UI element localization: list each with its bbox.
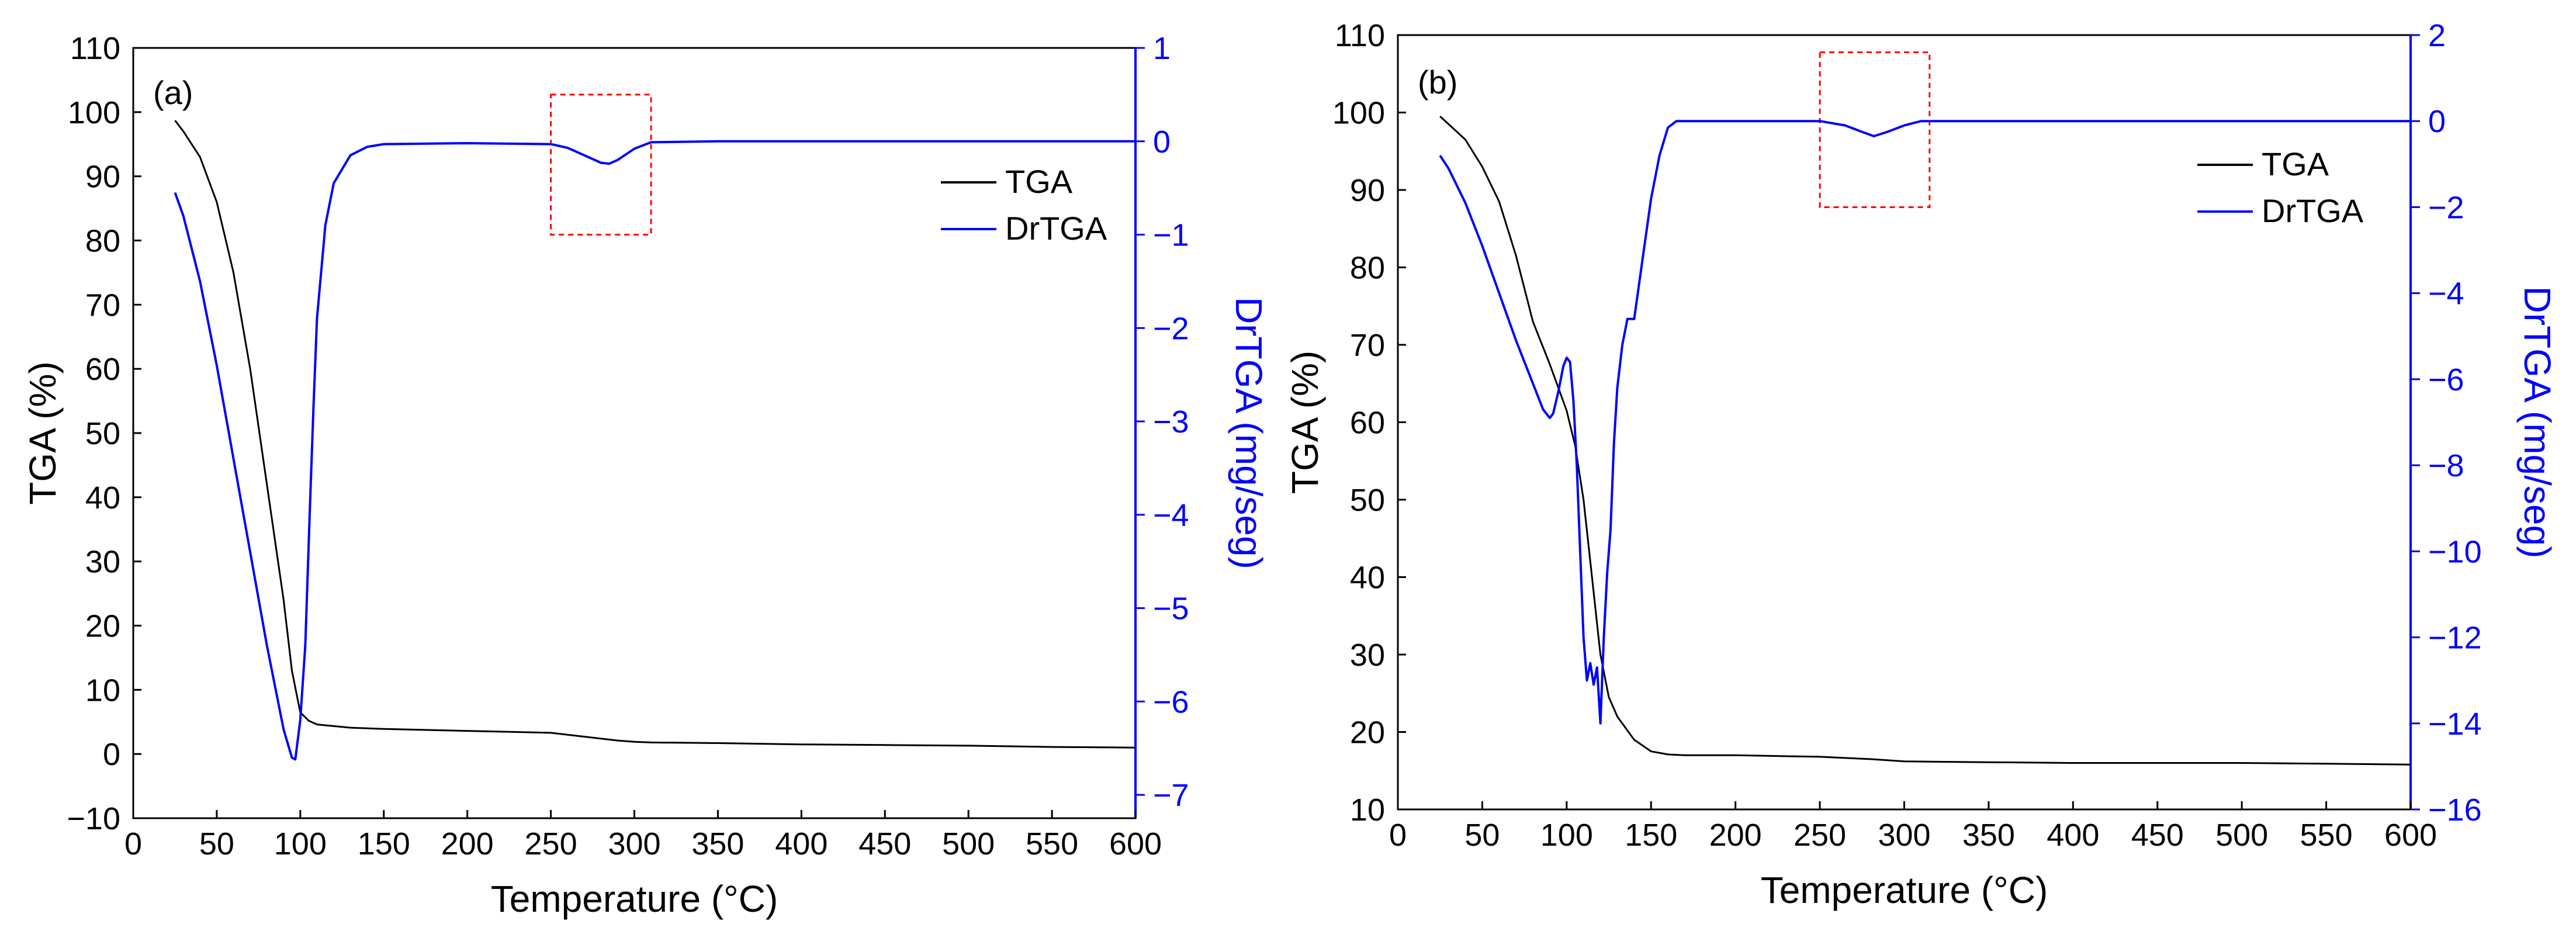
tga-series-line [174, 120, 1136, 749]
x-tick-label: 450 [858, 826, 911, 861]
y-tick-label: 30 [1350, 638, 1385, 673]
y2-tick-label: −6 [2428, 362, 2464, 397]
y2-tick-label: −12 [2428, 621, 2482, 656]
panel-a: 0 50 100 150 200 250 300 350 400 450 500 550 600−100… [22, 31, 1270, 920]
y-tick-label: 70 [85, 288, 120, 323]
y-tick-label: 110 [1335, 18, 1385, 53]
y2-tick-label: −5 [1153, 591, 1189, 627]
y2-tick-label: −10 [2428, 534, 2482, 569]
x-tick-label: 600 [2384, 818, 2437, 853]
y2-tick-label: 2 [2428, 18, 2446, 53]
y2-tick-label: −2 [1153, 311, 1189, 346]
legend-label-tga: TGA [2262, 146, 2329, 182]
x-tick-label: 450 [2131, 818, 2184, 853]
x-tick-label: 0 [1389, 818, 1407, 853]
y-axis-label: TGA (%) [1284, 351, 1326, 494]
x-tick-label: 100 [1540, 818, 1593, 853]
y2-axis-label: DrTGA (mg/seg) [2516, 286, 2558, 559]
y2-tick-label: −8 [2428, 448, 2464, 483]
y-tick-label: 70 [1350, 328, 1385, 363]
y2-tick-label: −1 [1153, 218, 1189, 253]
y2-tick-label: 0 [1153, 124, 1171, 160]
legend-label-drtga: DrTGA [2262, 192, 2364, 229]
y-tick-label: 30 [85, 545, 120, 580]
highlight-box [1819, 51, 1931, 208]
x-tick-label: 200 [441, 826, 494, 861]
x-tick-label: 350 [691, 826, 744, 861]
panel-label: (a) [153, 74, 193, 111]
y-tick-label: 110 [70, 31, 120, 66]
y-tick-label: 60 [85, 352, 120, 387]
y-tick-label: 100 [68, 95, 120, 130]
y-tick-label: 10 [1350, 792, 1385, 828]
y-tick-label: 10 [85, 673, 120, 708]
y-tick-label: −10 [67, 801, 120, 836]
y-tick-label: 50 [85, 416, 120, 451]
drtga-series-line [174, 140, 1135, 761]
y-tick-label: 0 [103, 737, 120, 772]
y-tick-label: 80 [1350, 251, 1385, 286]
y2-tick-label: −7 [1153, 778, 1189, 813]
y2-tick-label: −16 [2428, 792, 2482, 828]
x-tick-label: 150 [1625, 818, 1677, 853]
tga-series-line [1439, 115, 2411, 766]
y-tick-label: 20 [1350, 715, 1385, 750]
y-tick-label: 100 [1332, 96, 1385, 131]
x-tick-label: 150 [358, 826, 410, 861]
legend-label-drtga: DrTGA [1005, 210, 1107, 247]
y-tick-label: 60 [1350, 406, 1385, 441]
y2-tick-label: −4 [1153, 498, 1189, 533]
panel-label: (b) [1418, 64, 1457, 101]
highlight-box [550, 94, 652, 236]
x-tick-label: 400 [775, 826, 827, 861]
x-tick-label: 50 [199, 826, 234, 861]
legend-label-tga: TGA [1005, 163, 1073, 200]
y-tick-label: 90 [1350, 173, 1385, 208]
drtga-series-line [1439, 120, 2411, 725]
x-tick-label: 250 [525, 826, 577, 861]
y2-tick-label: −2 [2428, 190, 2464, 225]
y-tick-label: 90 [85, 160, 120, 195]
y-tick-label: 40 [1350, 560, 1385, 596]
y-tick-label: 80 [85, 224, 120, 259]
x-tick-label: 550 [1026, 826, 1078, 861]
y2-tick-label: 0 [2428, 104, 2446, 139]
plot-frame [132, 47, 1137, 819]
panel-b: 0 50 100 150 200 250 300 350 400 450 500 550 6001020… [1284, 18, 2558, 911]
x-tick-label: 50 [1464, 818, 1500, 853]
x-tick-label: 350 [1962, 818, 2015, 853]
y2-tick-label: −14 [2428, 707, 2482, 742]
x-tick-label: 600 [1109, 826, 1162, 861]
plot-frame [1397, 34, 2412, 811]
y-tick-label: 50 [1350, 483, 1385, 518]
x-tick-label: 550 [2300, 818, 2353, 853]
y-tick-label: 40 [85, 480, 120, 515]
x-tick-label: 250 [1793, 818, 1846, 853]
x-tick-label: 400 [2047, 818, 2099, 853]
y2-axis-label: DrTGA (mg/seg) [1228, 297, 1270, 569]
y2-tick-label: −3 [1153, 404, 1189, 439]
x-tick-label: 0 [124, 826, 142, 861]
y-tick-label: 20 [85, 609, 120, 644]
x-axis-label: Temperature (°C) [1761, 869, 2048, 911]
x-tick-label: 100 [274, 826, 327, 861]
x-axis-label: Temperature (°C) [491, 878, 778, 920]
x-tick-label: 500 [942, 826, 995, 861]
y2-tick-label: −4 [2428, 276, 2464, 312]
x-tick-label: 200 [1709, 818, 1762, 853]
x-tick-label: 500 [2215, 818, 2268, 853]
y-axis-label: TGA (%) [22, 361, 64, 504]
y2-tick-label: −6 [1153, 684, 1189, 719]
x-tick-label: 300 [1878, 818, 1930, 853]
x-tick-label: 300 [608, 826, 660, 861]
y2-tick-label: 1 [1153, 31, 1171, 66]
